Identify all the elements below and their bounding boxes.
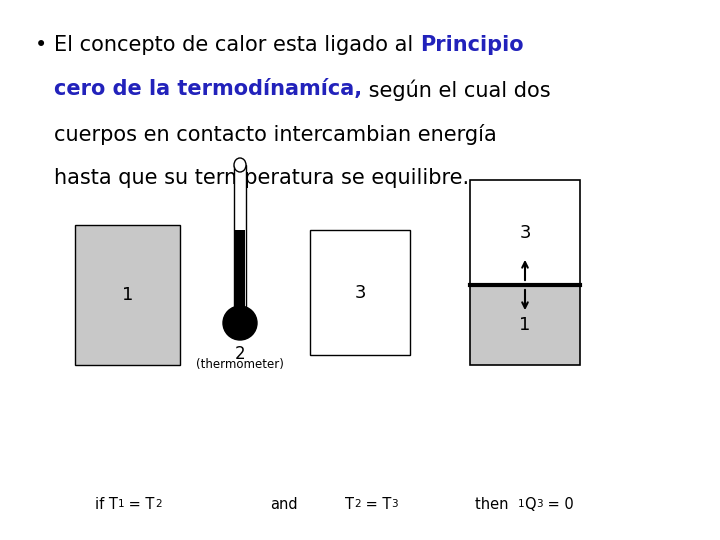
Text: 1: 1 — [518, 499, 524, 509]
Bar — [75, 225, 180, 365]
Bar — [235, 230, 245, 310]
Text: and: and — [270, 497, 297, 512]
Text: 1: 1 — [122, 286, 133, 304]
Text: 3: 3 — [536, 499, 543, 509]
Text: 2: 2 — [155, 499, 161, 509]
Text: = 0: = 0 — [543, 497, 573, 512]
Text: según el cual dos: según el cual dos — [362, 79, 551, 101]
Text: = T: = T — [361, 497, 391, 512]
Bar — [470, 285, 580, 365]
Text: El concepto de calor esta ligado al: El concepto de calor esta ligado al — [54, 35, 420, 55]
Circle shape — [223, 306, 257, 340]
Text: cuerpos en contacto intercambian energía: cuerpos en contacto intercambian energía — [54, 124, 497, 145]
Text: hasta que su termperatura se equilibre.: hasta que su termperatura se equilibre. — [54, 168, 469, 188]
Text: = T: = T — [125, 497, 155, 512]
Text: Principio: Principio — [420, 35, 523, 55]
Bar — [470, 180, 580, 365]
Ellipse shape — [234, 158, 246, 172]
Text: 2: 2 — [354, 499, 361, 509]
Text: (thermometer): (thermometer) — [196, 358, 284, 371]
Bar — [470, 180, 580, 285]
Text: 3: 3 — [519, 224, 531, 241]
Text: 2: 2 — [235, 345, 246, 363]
Text: if T: if T — [95, 497, 118, 512]
Text: 3: 3 — [391, 499, 397, 509]
Bar — [234, 165, 246, 310]
Text: 1: 1 — [519, 316, 531, 334]
Text: Q: Q — [524, 497, 536, 512]
Bar — [310, 230, 410, 355]
Text: 1: 1 — [118, 499, 125, 509]
Text: T: T — [345, 497, 354, 512]
Text: 3: 3 — [354, 284, 366, 301]
Text: •: • — [35, 35, 47, 55]
Text: cero de la termodínamíca,: cero de la termodínamíca, — [54, 79, 362, 99]
Text: then: then — [475, 497, 518, 512]
